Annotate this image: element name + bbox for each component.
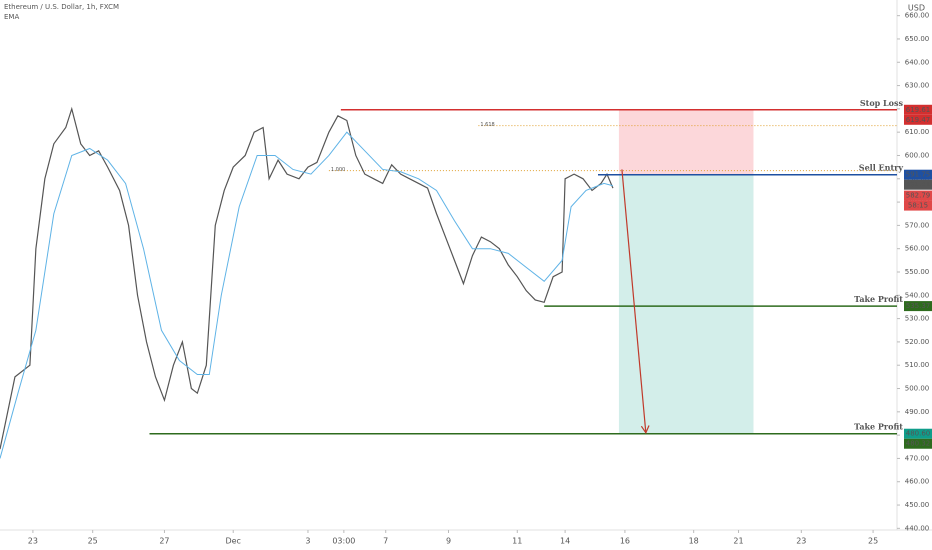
price-line [0,131,614,459]
y-tick-label: 440.00 [905,524,930,532]
x-tick-label: 03:00 [332,537,355,546]
y-tick-label: 500.00 [905,385,930,393]
indicator-label: EMA [4,13,19,21]
price-label: 591.75 [906,171,931,179]
price-label: 480.32 [906,440,931,448]
x-tick-label: 9 [446,537,451,546]
level-label: Take Profit [854,294,903,304]
price-label-box [904,104,932,115]
y-tick-label: 470.00 [905,454,930,462]
y-tick-label: 490.00 [905,408,930,416]
price-label: 591.41 [906,181,931,189]
price-label: 582.79 [906,192,931,200]
price-label-box [904,301,932,312]
price-label-box [904,438,932,449]
level-label: Take Profit [854,422,903,432]
y-tick-label: 550.00 [905,268,930,276]
price-label-box [904,169,932,180]
y-tick-label: 530.00 [905,315,930,323]
price-label-box [904,114,932,125]
x-tick-label: Dec [225,537,240,546]
price-label: 480.60 [906,430,931,438]
price-label: 619.61 [906,106,931,114]
x-tick-label: 23 [796,537,806,546]
y-tick-label: 600.00 [905,151,930,159]
y-tick-label: 450.00 [905,501,930,509]
arrow [621,169,647,433]
y-tick-label: 640.00 [905,58,930,66]
x-tick-label: 18 [689,537,699,546]
price-label-box [904,190,932,201]
y-tick-label: 660.00 [905,12,930,20]
y-tick-label: 610.00 [905,128,930,136]
y-tick-label: 460.00 [905,478,930,486]
countdown-box [904,200,932,211]
level-label: Sell Entry [859,163,904,173]
x-tick-label: 27 [159,537,169,546]
fib-label: 1.000 [331,167,345,173]
y-tick-label: 520.00 [905,338,930,346]
price-label: 619.47 [906,116,931,124]
arrow-head [640,425,650,435]
currency-label: USD [908,4,925,13]
price-label: 535.37 [906,302,931,310]
x-tick-label: 21 [733,537,743,546]
price-line [0,106,614,450]
y-tick-label: 650.00 [905,35,930,43]
zone [618,109,754,175]
x-tick-label: 3 [305,537,310,546]
x-tick-label: 23 [28,537,38,546]
chart-title: Ethereum / U.S. Dollar, 1h, FXCM [4,3,119,11]
x-tick-label: 14 [560,537,570,546]
y-tick-label: 540.00 [905,291,930,299]
y-tick-label: 510.00 [905,361,930,369]
price-label-box [904,428,932,439]
fib-label: 1.618 [480,122,494,128]
x-tick-label: 11 [512,537,522,546]
y-tick-label: 570.00 [905,221,930,229]
zone [618,174,754,434]
x-tick-label: 16 [620,537,630,546]
x-tick-label: 25 [88,537,98,546]
x-tick-label: 7 [383,537,388,546]
y-tick-label: 630.00 [905,82,930,90]
countdown: 58:15 [908,202,928,210]
price-label-box [904,179,932,190]
level-label: Stop Loss [860,98,904,108]
x-tick-label: 25 [868,537,878,546]
y-tick-label: 560.00 [905,245,930,253]
